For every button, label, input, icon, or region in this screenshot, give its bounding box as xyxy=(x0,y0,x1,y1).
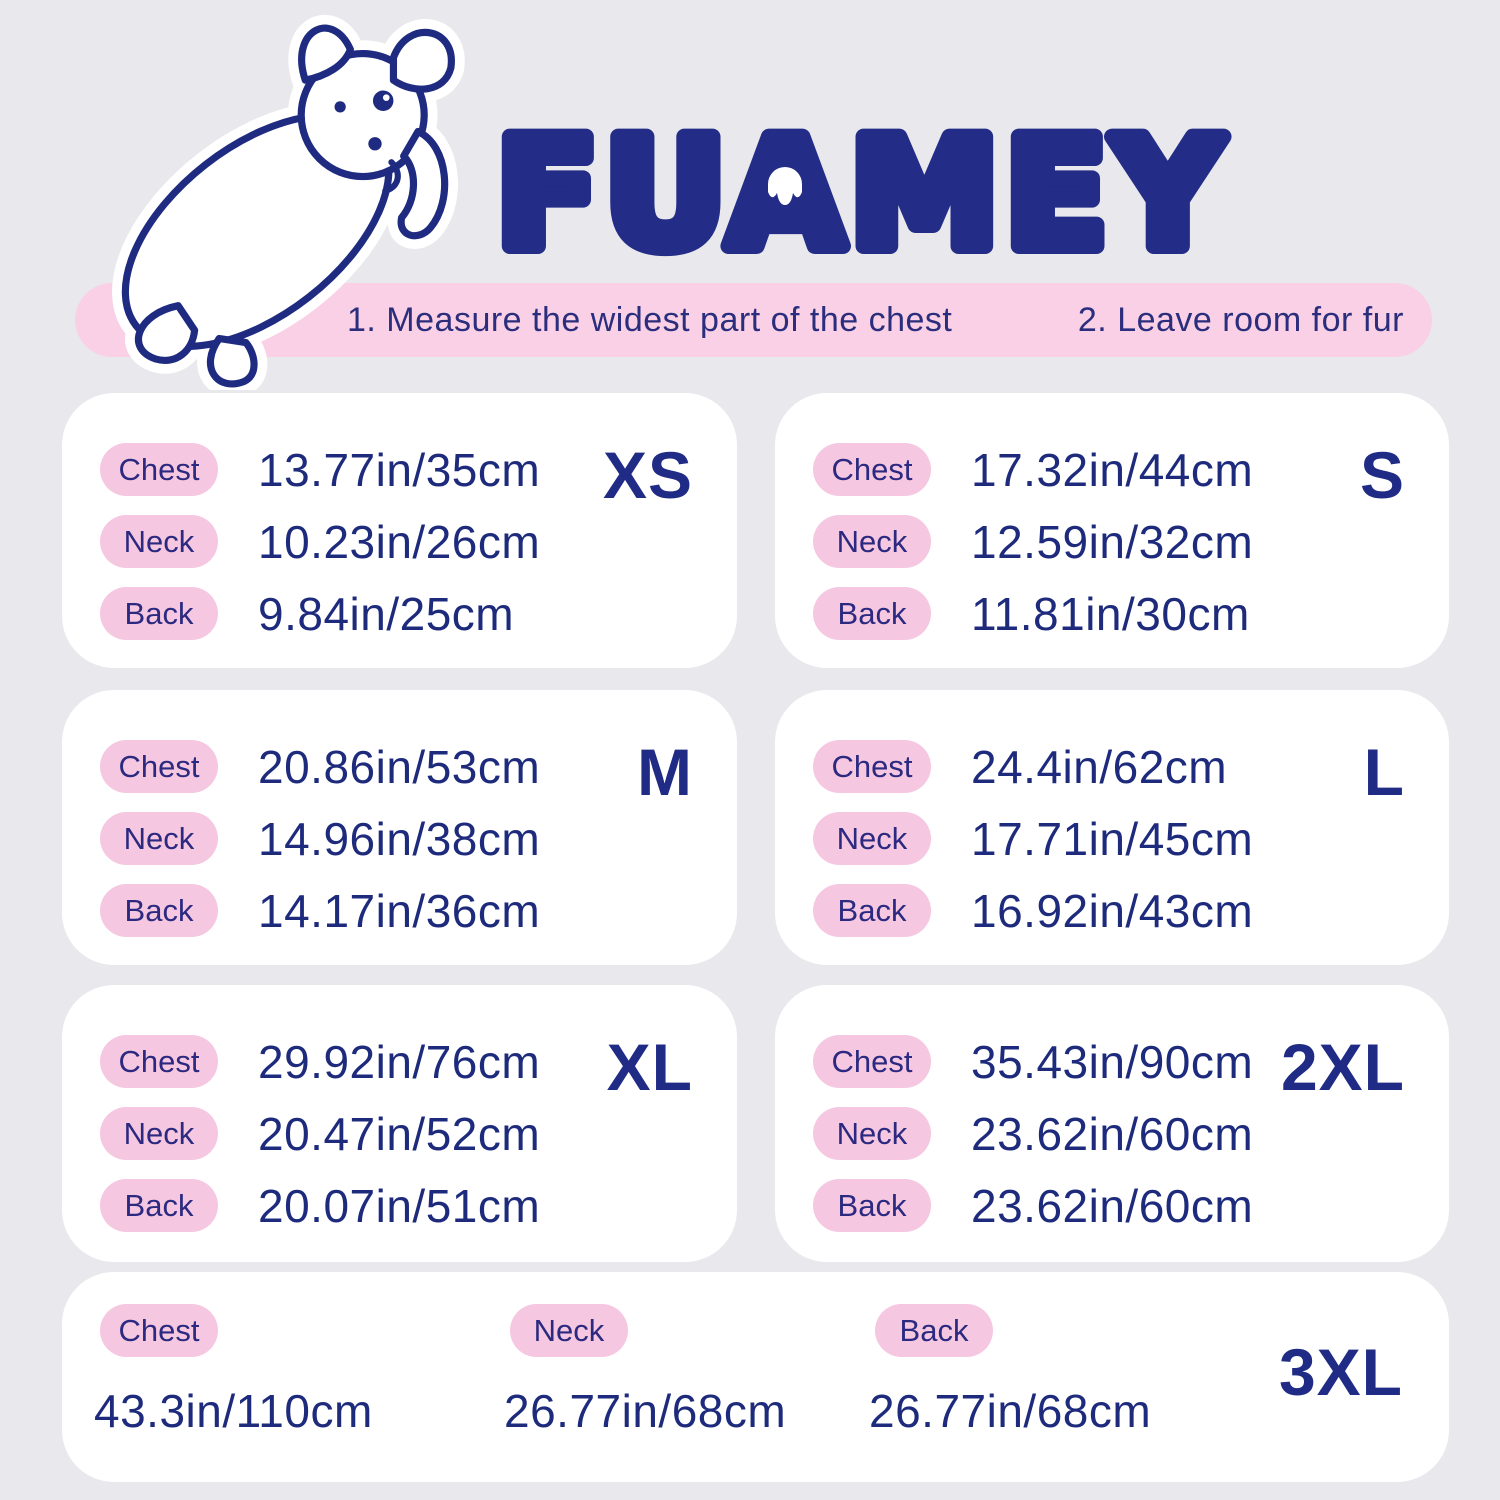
measurement-row: Chest 24.4in/62cm xyxy=(813,740,1253,793)
chest-value: 13.77in/35cm xyxy=(258,443,541,496)
neck-label-pill: Neck xyxy=(100,515,218,568)
chest-label-pill: Chest xyxy=(100,740,218,793)
size-card-2xl: Chest 35.43in/90cm Neck 23.62in/60cm Bac… xyxy=(775,985,1449,1262)
measurement-column-back: Back 26.77in/68cm xyxy=(869,1304,1151,1438)
measurement-row: Chest 35.43in/90cm xyxy=(813,1035,1253,1088)
neck-label-pill: Neck xyxy=(100,1107,218,1160)
neck-label-pill: Neck xyxy=(813,812,931,865)
neck-value: 23.62in/60cm xyxy=(971,1107,1254,1160)
measurement-row: Chest 20.86in/53cm xyxy=(100,740,540,793)
back-value: 14.17in/36cm xyxy=(258,884,541,937)
chest-label-pill: Chest xyxy=(100,443,218,496)
instruction-step-1: 1. Measure the widest part of the chest xyxy=(347,300,953,339)
chest-label-pill: Chest xyxy=(100,1035,218,1088)
back-value: 9.84in/25cm xyxy=(258,587,515,640)
neck-label-pill: Neck xyxy=(813,515,931,568)
chest-value: 43.3in/110cm xyxy=(94,1385,373,1437)
size-tag-2xl: 2XL xyxy=(1280,1030,1405,1104)
neck-value: 17.71in/45cm xyxy=(971,812,1254,865)
size-card-xl: Chest 29.92in/76cm Neck 20.47in/52cm Bac… xyxy=(62,985,737,1262)
paw-cutout-icon xyxy=(768,167,802,205)
size-tag-3xl: 3XL xyxy=(1278,1335,1403,1409)
instruction-banner: 1. Measure the widest part of the chest … xyxy=(75,283,1432,357)
size-card-m: Chest 20.86in/53cm Neck 14.96in/38cm Bac… xyxy=(62,690,737,965)
chest-value: 35.43in/90cm xyxy=(971,1035,1254,1088)
back-label-pill: Back xyxy=(875,1304,993,1357)
back-label-pill: Back xyxy=(100,884,218,937)
brand-logo-text: FUAMEY xyxy=(496,108,1228,282)
neck-value: 10.23in/26cm xyxy=(258,515,541,568)
dog-illustration-icon xyxy=(88,0,498,390)
measurement-row: Back 14.17in/36cm xyxy=(100,884,540,937)
chest-value: 24.4in/62cm xyxy=(971,740,1228,793)
chest-value: 20.86in/53cm xyxy=(258,740,541,793)
neck-label-pill: Neck xyxy=(100,812,218,865)
size-card-l: Chest 24.4in/62cm Neck 17.71in/45cm Back… xyxy=(775,690,1449,965)
chest-value: 29.92in/76cm xyxy=(258,1035,541,1088)
measurement-row: Neck 23.62in/60cm xyxy=(813,1107,1253,1160)
measurement-row: Neck 20.47in/52cm xyxy=(100,1107,540,1160)
size-card-3xl: Chest 43.3in/110cm Neck 26.77in/68cm Bac… xyxy=(62,1272,1449,1482)
chest-label-pill: Chest xyxy=(813,443,931,496)
neck-value: 14.96in/38cm xyxy=(258,812,541,865)
size-card-xs: Chest 13.77in/35cm Neck 10.23in/26cm Bac… xyxy=(62,393,737,668)
chest-label-pill: Chest xyxy=(100,1304,218,1357)
back-label-pill: Back xyxy=(100,587,218,640)
back-value: 26.77in/68cm xyxy=(869,1385,1152,1437)
back-label-pill: Back xyxy=(813,587,931,640)
brand-logo: FUAMEY xyxy=(488,86,1328,290)
measurement-column-chest: Chest 43.3in/110cm xyxy=(94,1304,373,1438)
size-tag-m: M xyxy=(637,735,693,809)
measurement-row: Back 20.07in/51cm xyxy=(100,1179,540,1232)
neck-label-pill: Neck xyxy=(813,1107,931,1160)
instruction-step-2: 2. Leave room for fur xyxy=(1077,300,1404,339)
back-label-pill: Back xyxy=(813,1179,931,1232)
measurement-row: Neck 12.59in/32cm xyxy=(813,515,1253,568)
measurement-column-neck: Neck 26.77in/68cm xyxy=(504,1304,786,1438)
size-card-s: Chest 17.32in/44cm Neck 12.59in/32cm Bac… xyxy=(775,393,1449,668)
measurement-row: Chest 13.77in/35cm xyxy=(100,443,540,496)
back-value: 23.62in/60cm xyxy=(971,1179,1254,1232)
measurement-row: Back 11.81in/30cm xyxy=(813,587,1253,640)
size-tag-xl: XL xyxy=(606,1030,693,1104)
measurement-row: Chest 17.32in/44cm xyxy=(813,443,1253,496)
back-value: 11.81in/30cm xyxy=(971,587,1250,640)
size-tag-l: L xyxy=(1363,735,1405,809)
back-value: 16.92in/43cm xyxy=(971,884,1254,937)
size-tag-s: S xyxy=(1359,438,1405,512)
measurement-row: Chest 29.92in/76cm xyxy=(100,1035,540,1088)
measurement-row: Back 23.62in/60cm xyxy=(813,1179,1253,1232)
neck-value: 12.59in/32cm xyxy=(971,515,1254,568)
neck-label-pill: Neck xyxy=(510,1304,628,1357)
measurement-row: Back 9.84in/25cm xyxy=(100,587,540,640)
measurement-row: Neck 10.23in/26cm xyxy=(100,515,540,568)
size-tag-xs: XS xyxy=(602,438,693,512)
chest-value: 17.32in/44cm xyxy=(971,443,1254,496)
chest-label-pill: Chest xyxy=(813,1035,931,1088)
measurement-row: Back 16.92in/43cm xyxy=(813,884,1253,937)
neck-value: 26.77in/68cm xyxy=(504,1385,787,1437)
back-value: 20.07in/51cm xyxy=(258,1179,541,1232)
neck-value: 20.47in/52cm xyxy=(258,1107,541,1160)
measurement-row: Neck 14.96in/38cm xyxy=(100,812,540,865)
measurement-row: Neck 17.71in/45cm xyxy=(813,812,1253,865)
chest-label-pill: Chest xyxy=(813,740,931,793)
back-label-pill: Back xyxy=(100,1179,218,1232)
back-label-pill: Back xyxy=(813,884,931,937)
